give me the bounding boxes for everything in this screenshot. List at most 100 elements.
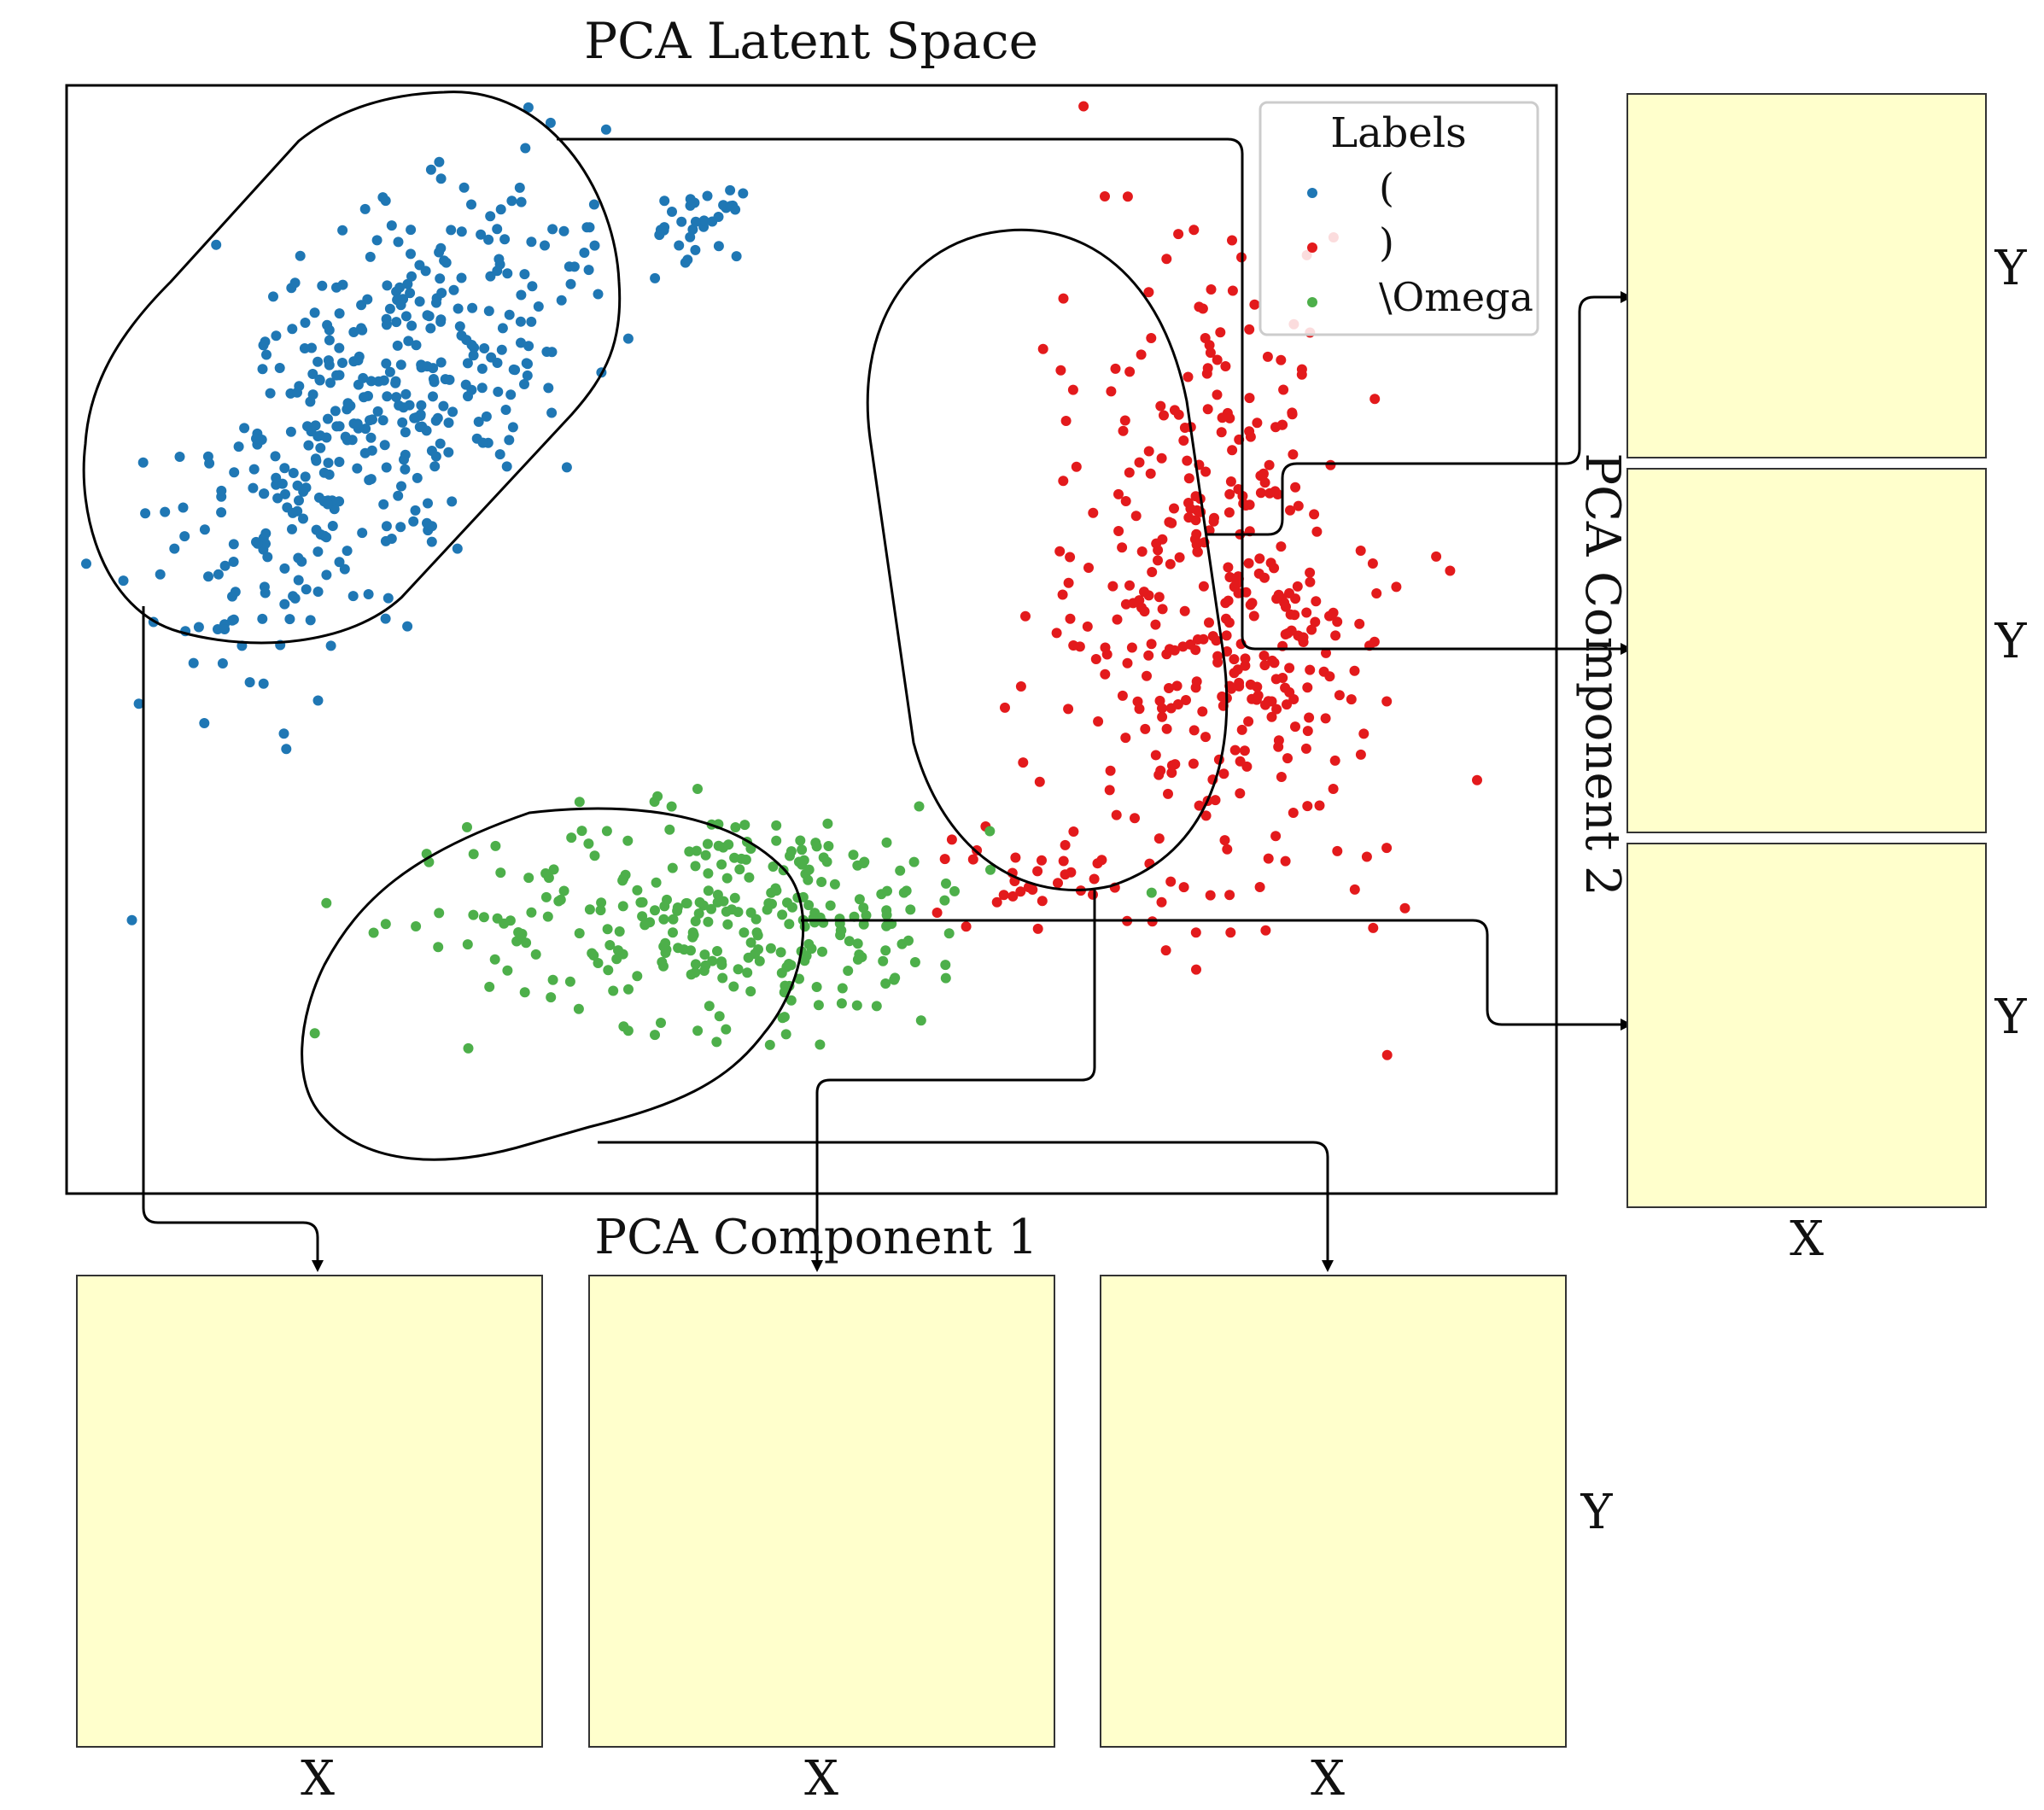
scatter-point-close-paren bbox=[1328, 784, 1339, 794]
scatter-point-open-paren bbox=[391, 317, 402, 328]
scatter-point-open-paren bbox=[685, 231, 696, 242]
scatter-point-close-paren bbox=[1106, 386, 1117, 397]
cluster-outline-omega bbox=[301, 807, 805, 1161]
scatter-point-open-paren bbox=[287, 523, 297, 534]
scatter-point-omega bbox=[797, 859, 808, 870]
scatter-point-open-paren bbox=[456, 226, 467, 237]
scatter-point-open-paren bbox=[379, 440, 390, 451]
scatter-point-open-paren bbox=[583, 265, 594, 276]
scatter-point-omega bbox=[601, 826, 612, 837]
scatter-point-close-paren bbox=[1183, 371, 1194, 382]
scatter-point-open-paren bbox=[261, 349, 272, 360]
scatter-point-close-paren bbox=[1124, 366, 1136, 377]
scatter-point-open-paren bbox=[435, 273, 446, 284]
scatter-point-open-paren bbox=[365, 251, 376, 262]
scatter-point-omega bbox=[740, 854, 751, 865]
scatter-point-omega bbox=[771, 835, 782, 846]
scatter-point-omega bbox=[745, 937, 756, 948]
scatter-point-close-paren bbox=[1361, 851, 1372, 862]
scatter-point-open-paren bbox=[204, 458, 215, 469]
scatter-point-open-paren bbox=[288, 591, 299, 602]
panel-bottom-left: X bbox=[76, 1275, 543, 1807]
scatter-point-close-paren bbox=[1235, 756, 1246, 767]
scatter-point-open-paren bbox=[394, 282, 406, 293]
scatter-point-close-paren bbox=[1159, 410, 1169, 421]
scatter-point-close-paren bbox=[1293, 500, 1304, 511]
scatter-point-close-paren bbox=[1204, 617, 1214, 628]
scatter-point-open-paren bbox=[312, 695, 324, 706]
scatter-point-omega bbox=[637, 911, 648, 922]
scatter-point-open-paren bbox=[314, 375, 325, 386]
scatter-point-omega bbox=[521, 937, 532, 949]
scatter-point-open-paren bbox=[174, 452, 185, 462]
scatter-point-close-paren bbox=[1165, 558, 1176, 569]
scatter-point-close-paren bbox=[1165, 876, 1177, 887]
scatter-point-omega bbox=[686, 945, 696, 956]
scatter-point-open-paren bbox=[477, 437, 488, 448]
scatter-point-omega bbox=[623, 984, 634, 995]
scatter-point-close-paren bbox=[1122, 657, 1133, 669]
scatter-point-omega bbox=[940, 960, 951, 971]
scatter-point-omega bbox=[803, 900, 815, 911]
scatter-point-close-paren bbox=[1173, 229, 1184, 240]
scatter-point-open-paren bbox=[352, 418, 363, 429]
scatter-point-omega bbox=[764, 1039, 775, 1050]
scatter-point-close-paren bbox=[1142, 670, 1152, 681]
scatter-point-close-paren bbox=[1066, 867, 1077, 878]
scatter-point-close-paren bbox=[1015, 681, 1026, 692]
scatter-point-close-paren bbox=[1155, 400, 1166, 412]
scatter-point-close-paren bbox=[1284, 663, 1295, 674]
scatter-point-open-paren bbox=[365, 415, 375, 426]
scatter-point-open-paren bbox=[730, 204, 741, 215]
scatter-point-open-paren bbox=[395, 522, 406, 533]
scatter-point-open-paren bbox=[228, 557, 239, 567]
scatter-point-omega bbox=[637, 896, 648, 908]
scatter-point-close-paren bbox=[1078, 101, 1089, 112]
scatter-point-open-paren bbox=[315, 442, 326, 453]
scatter-point-omega bbox=[795, 835, 806, 846]
scatter-point-omega bbox=[411, 921, 422, 931]
scatter-point-close-paren bbox=[1157, 604, 1168, 615]
connector-close-paren-to-right-top bbox=[1206, 295, 1622, 536]
scatter-point-close-paren bbox=[1260, 699, 1270, 710]
scatter-point-omega bbox=[490, 840, 501, 851]
scatter-point-open-paren bbox=[540, 240, 550, 251]
scatter-point-close-paren bbox=[1210, 795, 1221, 806]
scatter-point-open-paren bbox=[337, 358, 347, 368]
scatter-point-omega bbox=[463, 1042, 474, 1054]
scatter-point-close-paren bbox=[1223, 595, 1234, 606]
scatter-point-open-paren bbox=[654, 230, 665, 241]
scatter-point-omega bbox=[546, 992, 557, 1003]
scatter-point-omega bbox=[835, 930, 846, 941]
scatter-point-open-paren bbox=[483, 234, 494, 245]
scatter-point-close-paren bbox=[1301, 607, 1312, 618]
scatter-point-open-paren bbox=[579, 248, 590, 258]
scatter-point-open-paren bbox=[452, 543, 463, 554]
scatter-point-close-paren bbox=[1280, 629, 1291, 639]
scatter-point-close-paren bbox=[1248, 610, 1259, 622]
scatter-layer bbox=[81, 101, 1482, 1060]
scatter-point-open-paren bbox=[315, 430, 325, 441]
scatter-point-close-paren bbox=[1082, 621, 1093, 632]
scatter-point-open-paren bbox=[520, 143, 531, 154]
scatter-point-omega bbox=[836, 998, 847, 1009]
scatter-point-omega bbox=[733, 907, 744, 918]
scatter-point-open-paren bbox=[288, 468, 299, 478]
legend-marker-open-paren bbox=[1307, 188, 1317, 198]
scatter-point-close-paren bbox=[1166, 768, 1177, 779]
scatter-point-omega bbox=[803, 874, 814, 885]
scatter-point-omega bbox=[484, 981, 495, 992]
scatter-point-omega bbox=[434, 908, 445, 919]
scatter-point-omega bbox=[698, 966, 710, 976]
scatter-point-close-paren bbox=[1310, 616, 1321, 628]
scatter-point-close-paren bbox=[1150, 750, 1161, 761]
scatter-point-open-paren bbox=[303, 440, 314, 451]
scatter-point-close-paren bbox=[1287, 407, 1298, 418]
scatter-point-close-paren bbox=[1276, 419, 1288, 430]
scatter-point-open-paren bbox=[519, 269, 530, 280]
scatter-point-open-paren bbox=[300, 471, 311, 482]
scatter-point-close-paren bbox=[1231, 579, 1241, 590]
scatter-point-omega bbox=[985, 864, 996, 875]
scatter-point-close-paren bbox=[1349, 884, 1360, 895]
scatter-point-omega bbox=[817, 946, 827, 957]
